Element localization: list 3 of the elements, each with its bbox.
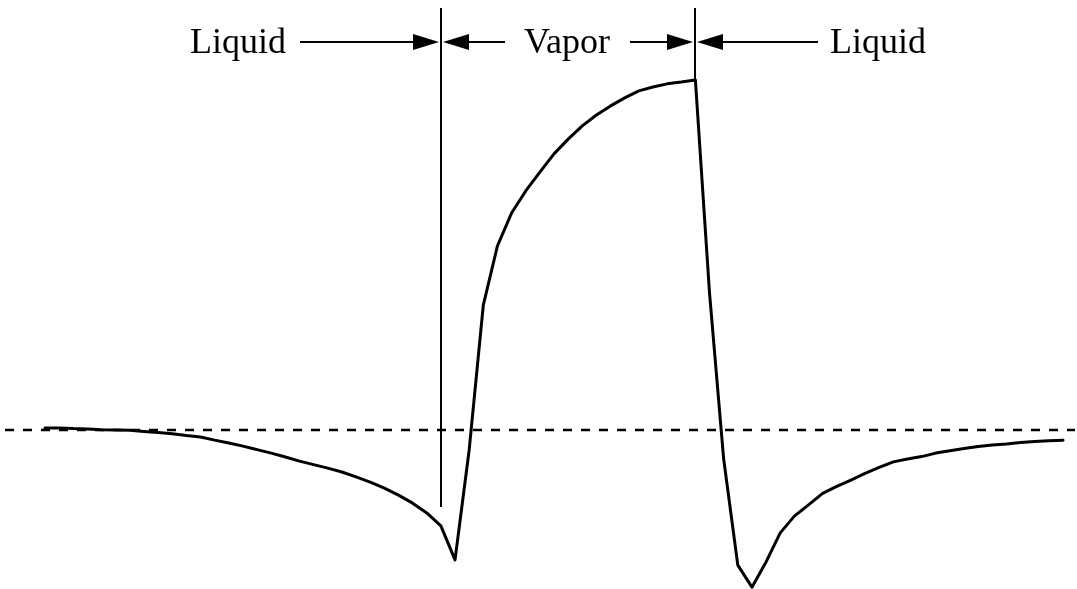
text: Liquid <box>190 21 286 61</box>
text: Liquid <box>830 21 926 61</box>
text: Vapor <box>524 21 610 61</box>
